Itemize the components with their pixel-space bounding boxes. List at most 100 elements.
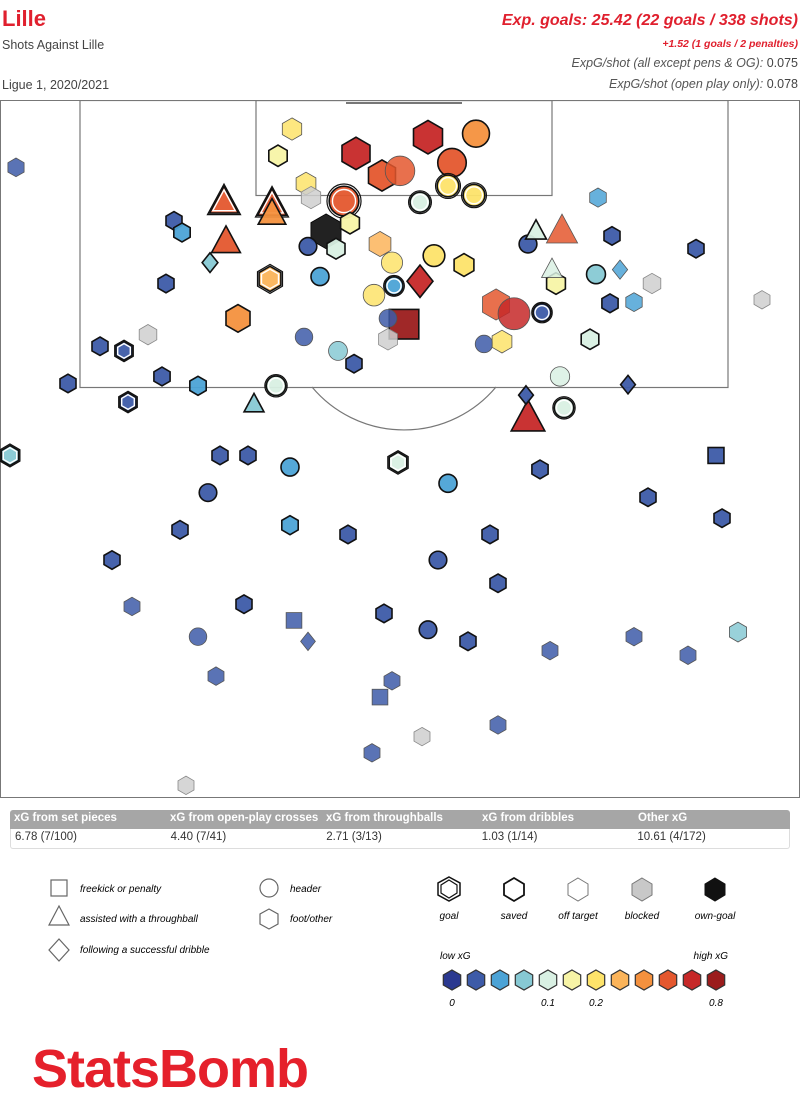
shot-marker [362,283,386,307]
xg-breakdown-value: 10.61 (4/172) [637,831,706,843]
xg-scale-swatch [682,969,702,991]
outcome-legend: goal saved off target blocked own-goal l… [437,876,736,1009]
shot-marker [59,373,77,394]
chart-subtitle: Shots Against Lille [2,38,105,52]
xg-scale-swatch [586,969,606,991]
xg-breakdown-header: xG from dribbles [482,812,575,824]
shot-marker [383,671,401,691]
shot-marker [687,238,705,259]
xg-per-shot-all: ExpG/shot (all except pens & OG): 0.075 [571,56,798,70]
shot-marker [407,190,433,215]
shot-marker [380,251,404,274]
shot-marker [177,775,195,796]
shot-marker [601,292,619,314]
diamond-icon [48,938,70,962]
shot-marker [201,251,219,274]
shot-marker [418,620,438,640]
shot-marker [189,375,207,397]
shot-marker [138,324,158,346]
xg-breakdown-table: xG from set pieces xG from open-play cro… [10,810,790,849]
shot-marker [326,183,362,219]
shot-marker [0,443,21,468]
shot-marker [345,353,363,374]
shot-marker [585,263,607,285]
shot-marker [679,645,697,665]
shot-marker [580,328,600,351]
legend-throughball-label: assisted with a throughball [80,914,199,925]
shot-marker [383,274,405,297]
shot-marker [211,445,229,466]
xg-breakdown-value: 6.78 (7/100) [15,831,78,843]
off-target-icon [567,877,589,902]
shot-marker [198,483,218,503]
xg-scale-tick: 0.2 [589,998,603,1009]
shot-marker [7,157,25,178]
shot-marker [157,273,175,294]
shot-marker [713,508,731,529]
shot-marker [531,459,549,480]
legend-freekick-label: freekick or penalty [80,884,162,895]
shot-map [0,100,800,798]
xg-scale-swatch [490,969,510,991]
shot-marker [509,398,547,432]
shot-marker [549,366,571,387]
xg-scale-swatch [442,969,462,991]
legend-blocked-label: blocked [625,911,660,922]
shot-marker [625,627,643,647]
legend-dribble-label: following a successful dribble [80,945,210,956]
shot-marker [639,487,657,508]
shot-marker [406,263,434,299]
shot-marker [412,119,444,155]
shot-marker [256,263,284,295]
hexagon-icon [259,908,279,930]
shot-marker [118,390,138,414]
own-goal-icon [704,877,726,902]
shot-marker [242,391,266,413]
shot-marker [368,230,392,258]
shot-marker [103,549,121,571]
shot-marker [114,339,134,363]
xg-scale-low-label: low xG [440,951,471,962]
shot-marker [428,550,448,570]
shot-marker [474,334,494,354]
shot-marker [235,593,253,615]
shot-marker [753,290,771,310]
shot-marker [280,457,300,477]
shot-marker [188,627,208,646]
shot-marker [611,259,629,280]
blocked-icon [631,877,653,902]
shot-marker [225,303,251,334]
shot-marker [541,640,559,661]
shot-marker [545,271,567,296]
shot-marker [384,155,416,187]
circle-icon [259,878,279,898]
shot-marker [625,292,643,313]
shot-marker [268,144,288,168]
pitch-outline [0,100,800,798]
saved-icon [503,876,525,903]
shot-marker [413,726,431,747]
statsbomb-logo: StatsBomb [32,1039,309,1099]
shot-marker [206,182,242,216]
shot-marker [489,573,507,594]
xg-breakdown-value: 1.03 (1/14) [481,831,538,843]
shot-marker [540,257,564,278]
xg-scale-high-label: high xG [694,951,729,962]
shot-marker [371,688,389,706]
shot-marker [328,341,348,361]
shot-marker [422,244,446,268]
competition-label: Ligue 1, 2020/2021 [2,78,110,92]
xg-breakdown-header: Other xG [638,812,688,824]
shot-marker [171,519,189,541]
shot-marker [481,524,499,545]
xg-breakdown-header-row: xG from set pieces xG from open-play cro… [10,810,790,829]
shot-marker [339,524,357,545]
xg-per-shot-open-value: 0.078 [766,77,798,91]
shot-marker [491,329,513,354]
xg-scale-swatch [514,969,534,991]
shot-marker [531,301,553,324]
xg-scale-tick: 0 [449,998,455,1009]
legend-saved-label: saved [501,911,528,922]
shot-marker [387,450,409,475]
xg-scale-swatch [562,969,582,991]
